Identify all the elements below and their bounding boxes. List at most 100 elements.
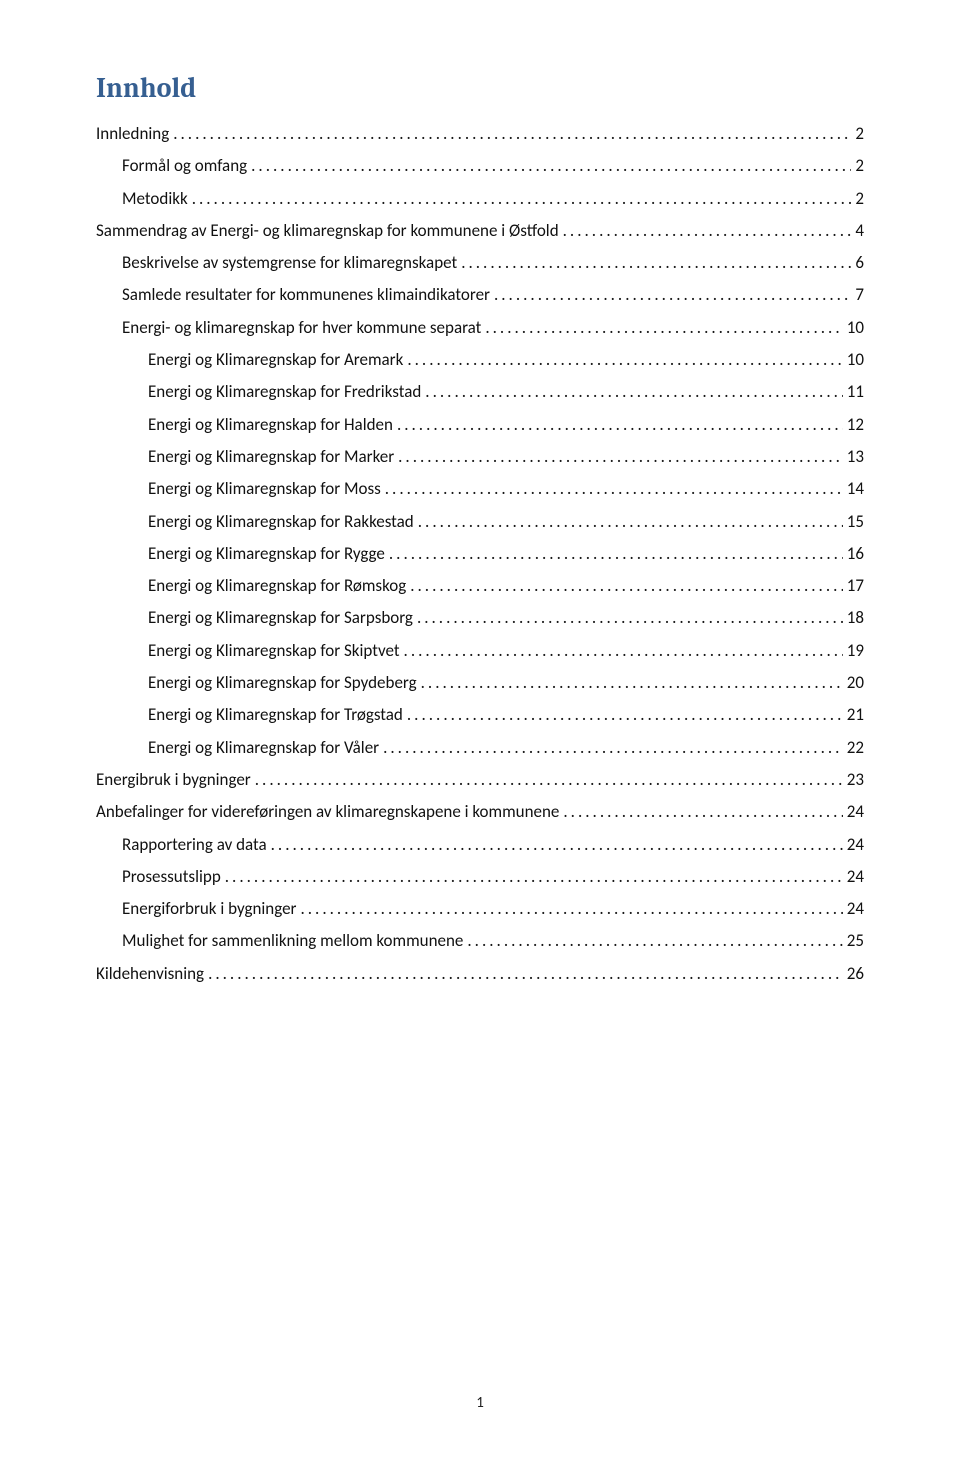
- toc-page-number: 4: [855, 215, 864, 247]
- toc-leader: [271, 829, 843, 861]
- toc-leader: [417, 602, 843, 634]
- toc-leader: [421, 667, 843, 699]
- toc-label: Energi og Klimaregnskap for Aremark: [148, 344, 403, 376]
- toc-page-number: 19: [847, 635, 864, 667]
- toc-label: Energi og Klimaregnskap for Halden: [148, 409, 393, 441]
- toc-label: Sammendrag av Energi- og klimaregnskap f…: [96, 215, 559, 247]
- toc-label: Energi og Klimaregnskap for Våler: [148, 732, 379, 764]
- toc-page-number: 24: [847, 796, 864, 828]
- toc-page-number: 26: [847, 958, 864, 990]
- toc-entry[interactable]: Energiforbruk i bygninger 24: [96, 893, 864, 925]
- toc-page-number: 2: [855, 183, 864, 215]
- toc-page-number: 10: [847, 344, 864, 376]
- toc-page-number: 22: [847, 732, 864, 764]
- toc-entry[interactable]: Energi og Klimaregnskap for Skiptvet 19: [96, 635, 864, 667]
- toc-page-number: 14: [847, 473, 864, 505]
- toc-label: Prosessutslipp: [122, 861, 221, 893]
- toc-page-number: 21: [847, 699, 864, 731]
- toc-entry[interactable]: Energi og Klimaregnskap for Halden 12: [96, 409, 864, 441]
- toc-page-number: 7: [855, 279, 864, 311]
- toc-leader: [389, 538, 843, 570]
- toc-leader: [418, 506, 843, 538]
- toc-leader: [407, 344, 842, 376]
- toc-page-number: 2: [855, 150, 864, 182]
- toc-page-number: 17: [847, 570, 864, 602]
- toc-entry[interactable]: Energi og Klimaregnskap for Marker 13: [96, 441, 864, 473]
- table-of-contents: Innledning 2Formål og omfang 2Metodikk 2…: [96, 118, 864, 990]
- toc-entry[interactable]: Energi og Klimaregnskap for Spydeberg 20: [96, 667, 864, 699]
- toc-entry[interactable]: Energi og Klimaregnskap for Rygge 16: [96, 538, 864, 570]
- toc-label: Energi og Klimaregnskap for Rygge: [148, 538, 385, 570]
- toc-page-number: 2: [855, 118, 864, 150]
- toc-label: Energi og Klimaregnskap for Skiptvet: [148, 635, 400, 667]
- toc-leader: [397, 409, 843, 441]
- toc-page-number: 13: [847, 441, 864, 473]
- toc-label: Energi og Klimaregnskap for Moss: [148, 473, 381, 505]
- toc-entry[interactable]: Energi og Klimaregnskap for Trøgstad 21: [96, 699, 864, 731]
- toc-entry[interactable]: Samlede resultater for kommunenes klimai…: [96, 279, 864, 311]
- toc-entry[interactable]: Energi og Klimaregnskap for Fredrikstad …: [96, 376, 864, 408]
- toc-page-number: 23: [847, 764, 864, 796]
- toc-leader: [407, 699, 843, 731]
- toc-label: Mulighet for sammenlikning mellom kommun…: [122, 925, 463, 957]
- toc-label: Energi og Klimaregnskap for Sarpsborg: [148, 602, 413, 634]
- toc-entry[interactable]: Energi og Klimaregnskap for Rakkestad 15: [96, 506, 864, 538]
- toc-label: Anbefalinger for videreføringen av klima…: [96, 796, 559, 828]
- toc-page-number: 20: [847, 667, 864, 699]
- toc-label: Energi og Klimaregnskap for Trøgstad: [148, 699, 403, 731]
- toc-entry[interactable]: Beskrivelse av systemgrense for klimareg…: [96, 247, 864, 279]
- toc-label: Innledning: [96, 118, 169, 150]
- toc-entry[interactable]: Energi og Klimaregnskap for Våler 22: [96, 732, 864, 764]
- toc-leader: [494, 279, 851, 311]
- toc-leader: [485, 312, 842, 344]
- toc-leader: [425, 376, 842, 408]
- toc-label: Beskrivelse av systemgrense for klimareg…: [122, 247, 457, 279]
- toc-leader: [563, 215, 852, 247]
- toc-entry[interactable]: Energi og Klimaregnskap for Rømskog 17: [96, 570, 864, 602]
- page-title: Innhold: [96, 72, 864, 104]
- toc-page-number: 18: [847, 602, 864, 634]
- toc-page-number: 10: [847, 312, 864, 344]
- toc-entry[interactable]: Sammendrag av Energi- og klimaregnskap f…: [96, 215, 864, 247]
- toc-entry[interactable]: Kildehenvisning 26: [96, 958, 864, 990]
- toc-leader: [467, 925, 842, 957]
- toc-entry[interactable]: Mulighet for sammenlikning mellom kommun…: [96, 925, 864, 957]
- toc-leader: [251, 150, 851, 182]
- toc-page-number: 25: [847, 925, 864, 957]
- toc-leader: [461, 247, 851, 279]
- toc-label: Energibruk i bygninger: [96, 764, 251, 796]
- toc-leader: [385, 473, 843, 505]
- toc-label: Metodikk: [122, 183, 188, 215]
- toc-page-number: 12: [847, 409, 864, 441]
- toc-entry[interactable]: Innledning 2: [96, 118, 864, 150]
- toc-entry[interactable]: Energi og Klimaregnskap for Moss 14: [96, 473, 864, 505]
- toc-entry[interactable]: Energi- og klimaregnskap for hver kommun…: [96, 312, 864, 344]
- toc-label: Energi og Klimaregnskap for Rømskog: [148, 570, 406, 602]
- toc-leader: [563, 796, 842, 828]
- toc-entry[interactable]: Energi og Klimaregnskap for Sarpsborg 18: [96, 602, 864, 634]
- toc-leader: [300, 893, 842, 925]
- toc-page-number: 15: [847, 506, 864, 538]
- toc-leader: [383, 732, 843, 764]
- toc-label: Rapportering av data: [122, 829, 267, 861]
- toc-entry[interactable]: Energi og Klimaregnskap for Aremark 10: [96, 344, 864, 376]
- toc-page-number: 16: [847, 538, 864, 570]
- toc-entry[interactable]: Anbefalinger for videreføringen av klima…: [96, 796, 864, 828]
- toc-label: Energi og Klimaregnskap for Fredrikstad: [148, 376, 421, 408]
- toc-leader: [192, 183, 852, 215]
- toc-entry[interactable]: Energibruk i bygninger 23: [96, 764, 864, 796]
- toc-label: Samlede resultater for kommunenes klimai…: [122, 279, 490, 311]
- toc-page-number: 6: [855, 247, 864, 279]
- toc-entry[interactable]: Formål og omfang 2: [96, 150, 864, 182]
- toc-entry[interactable]: Rapportering av data 24: [96, 829, 864, 861]
- toc-label: Kildehenvisning: [96, 958, 204, 990]
- toc-entry[interactable]: Metodikk 2: [96, 183, 864, 215]
- toc-page-number: 24: [847, 893, 864, 925]
- toc-label: Energi og Klimaregnskap for Marker: [148, 441, 394, 473]
- toc-entry[interactable]: Prosessutslipp 24: [96, 861, 864, 893]
- page-number: 1: [0, 1394, 960, 1412]
- toc-leader: [398, 441, 843, 473]
- toc-leader: [255, 764, 843, 796]
- toc-label: Energiforbruk i bygninger: [122, 893, 296, 925]
- toc-leader: [208, 958, 843, 990]
